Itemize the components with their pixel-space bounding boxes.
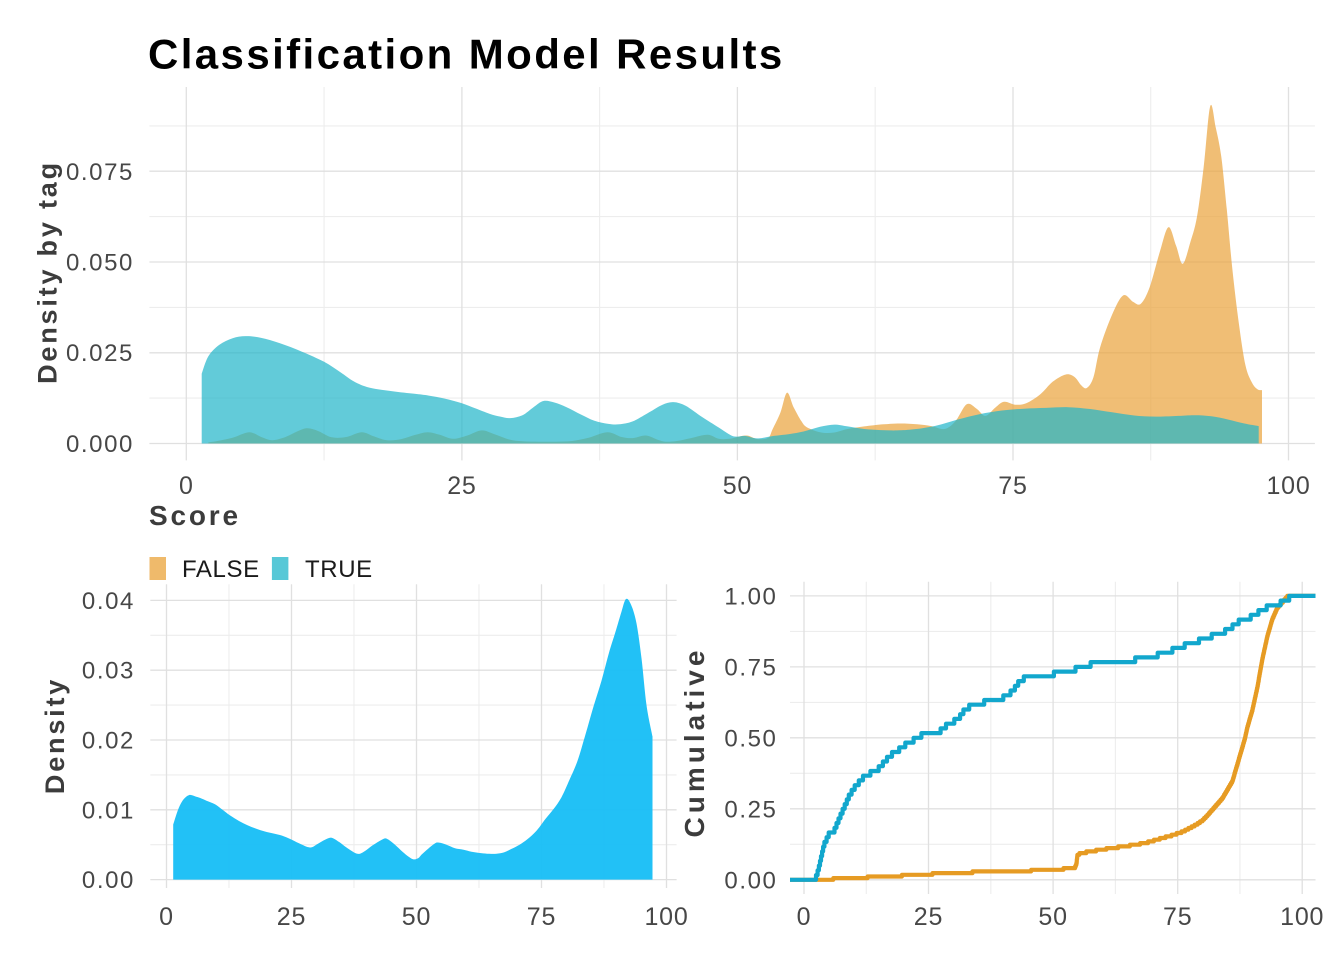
svg-text:Density by tag: Density by tag xyxy=(33,160,63,384)
svg-text:0.50: 0.50 xyxy=(724,725,777,752)
svg-text:0.75: 0.75 xyxy=(724,654,777,681)
svg-text:TRUE: TRUE xyxy=(305,556,373,583)
svg-text:Score: Score xyxy=(149,500,241,531)
svg-text:25: 25 xyxy=(277,903,306,931)
svg-text:0.050: 0.050 xyxy=(66,250,134,277)
svg-text:0.25: 0.25 xyxy=(724,796,777,823)
svg-text:100: 100 xyxy=(1280,903,1324,931)
svg-text:0.00: 0.00 xyxy=(82,867,135,894)
svg-text:0.025: 0.025 xyxy=(66,340,134,367)
svg-text:100: 100 xyxy=(1266,472,1310,500)
svg-text:25: 25 xyxy=(914,903,943,931)
svg-text:0.00: 0.00 xyxy=(724,867,777,894)
svg-text:Cumulative: Cumulative xyxy=(679,647,710,838)
svg-text:0.000: 0.000 xyxy=(66,431,134,458)
svg-text:0.02: 0.02 xyxy=(82,728,135,755)
svg-text:25: 25 xyxy=(447,472,476,500)
svg-text:1.00: 1.00 xyxy=(724,583,777,610)
svg-text:75: 75 xyxy=(1163,903,1192,931)
svg-text:FALSE: FALSE xyxy=(182,556,260,583)
svg-text:75: 75 xyxy=(998,472,1027,500)
svg-text:100: 100 xyxy=(644,903,688,931)
svg-text:0.075: 0.075 xyxy=(66,159,134,186)
svg-text:50: 50 xyxy=(1038,903,1067,931)
svg-text:0.03: 0.03 xyxy=(82,658,135,685)
svg-text:0: 0 xyxy=(159,903,174,931)
svg-text:Classification Model Results: Classification Model Results xyxy=(148,31,785,78)
svg-text:50: 50 xyxy=(402,903,431,931)
svg-text:0.01: 0.01 xyxy=(82,797,135,824)
svg-text:0.04: 0.04 xyxy=(82,588,135,615)
svg-text:0: 0 xyxy=(797,903,812,931)
svg-text:0: 0 xyxy=(179,472,194,500)
svg-text:75: 75 xyxy=(527,903,556,931)
svg-text:50: 50 xyxy=(723,472,752,500)
svg-text:Density: Density xyxy=(40,677,70,794)
